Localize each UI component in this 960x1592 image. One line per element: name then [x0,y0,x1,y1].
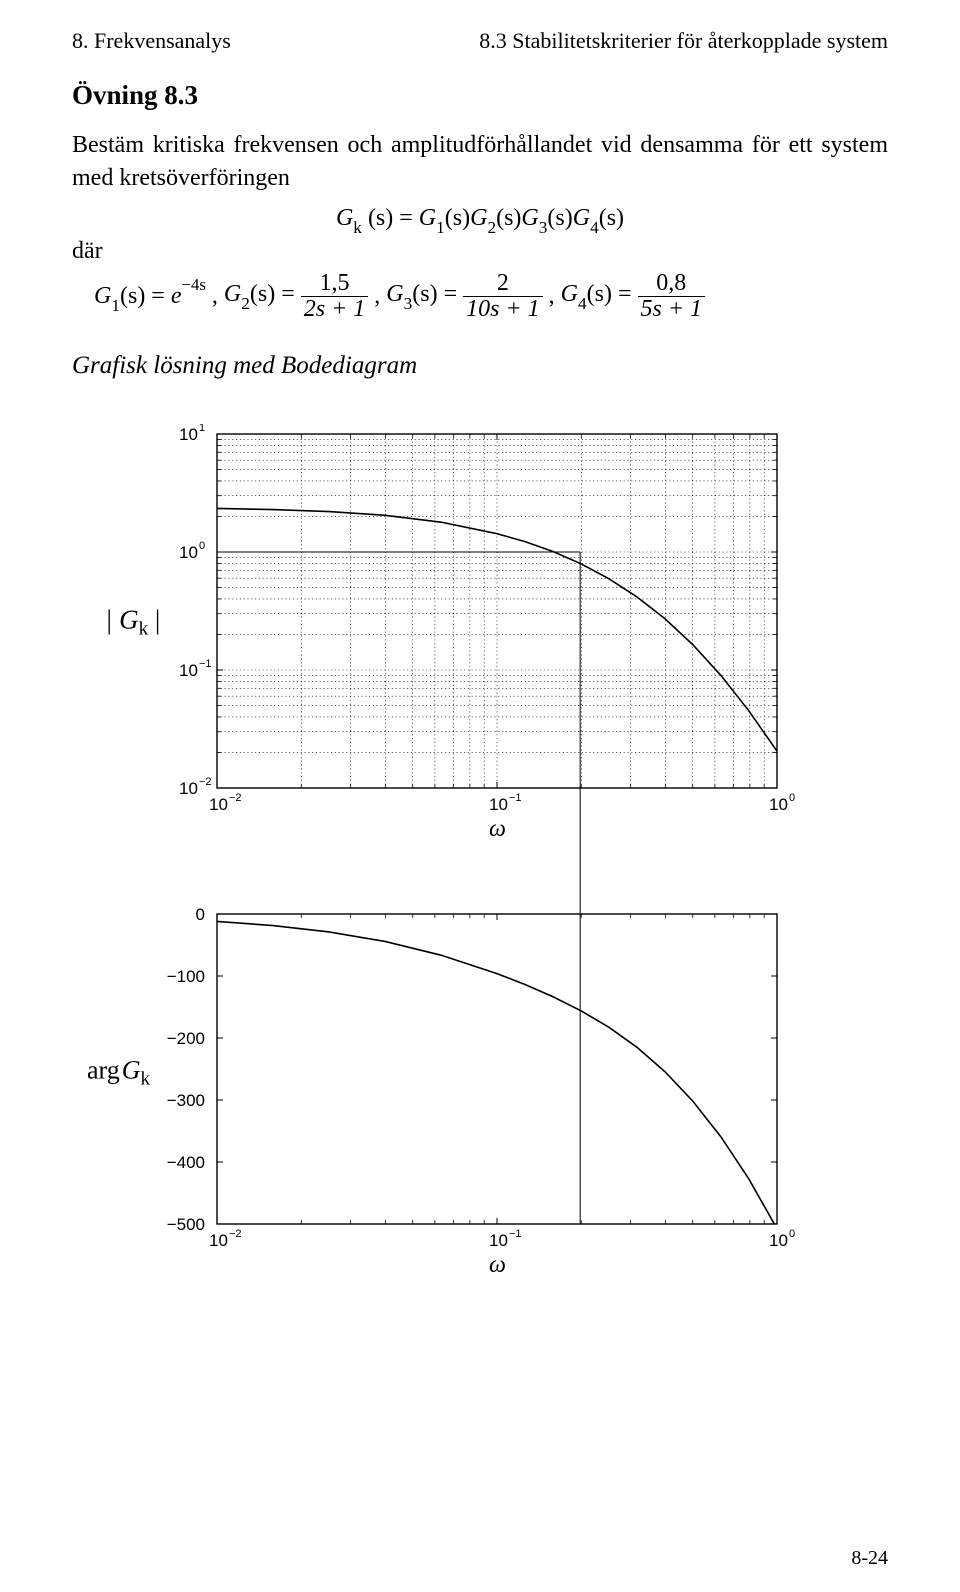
svg-text:10: 10 [769,1231,788,1250]
svg-text:0: 0 [199,540,205,552]
svg-text:10: 10 [179,425,198,444]
svg-text:10: 10 [179,779,198,798]
svg-text:10: 10 [209,1231,228,1250]
equation-gk: Gk (s) = G1(s)G2(s)G3(s)G4(s) [72,205,888,236]
svg-text:ω: ω [489,816,506,842]
section-title: Grafisk lösning med Bodediagram [72,352,888,380]
svg-text:10: 10 [489,1231,508,1250]
svg-text:| Gk |: | Gk | [105,605,160,640]
eq-sub-k: k [353,218,362,237]
svg-text:10: 10 [179,543,198,562]
header-left: 8. Frekvensanalys [72,28,231,54]
svg-text:−100: −100 [167,967,205,986]
svg-text:−1: −1 [509,792,522,804]
frac-g2: 1,5 2s + 1 [301,271,369,322]
where-label: där [72,238,888,265]
svg-text:0: 0 [196,905,205,924]
svg-text:10: 10 [209,795,228,814]
svg-text:10: 10 [769,795,788,814]
page-header: 8. Frekvensanalys 8.3 Stabilitetskriteri… [72,28,888,54]
bode-svg: 10−210−110010110−210−1100| Gk |ω0−100−20… [72,424,872,1294]
svg-text:−400: −400 [167,1153,205,1172]
svg-text:argGk: argGk [87,1056,151,1090]
svg-text:−1: −1 [199,658,212,670]
svg-text:−2: −2 [229,792,242,804]
eq-G: G [336,205,353,231]
body-paragraph: Bestäm kritiska frekvensen och amplitudf… [72,129,888,195]
svg-text:10: 10 [489,795,508,814]
exercise-title: Övning 8.3 [72,80,888,111]
equation-g1-g4: G1(s) = e−4s , G2(s) = 1,5 2s + 1 , G3(s… [72,271,888,322]
svg-text:−200: −200 [167,1029,205,1048]
svg-text:−500: −500 [167,1215,205,1234]
svg-text:1: 1 [199,424,205,434]
header-right: 8.3 Stabilitetskriterier för återkopplad… [479,28,888,54]
frac-g4: 0,8 5s + 1 [638,271,706,322]
svg-text:0: 0 [789,792,795,804]
svg-text:−2: −2 [229,1228,242,1240]
page-number: 8-24 [851,1547,888,1570]
bode-charts: 10−210−110010110−210−1100| Gk |ω0−100−20… [72,424,888,1294]
svg-text:−1: −1 [509,1228,522,1240]
svg-text:10: 10 [179,661,198,680]
frac-g3: 2 10s + 1 [463,271,543,322]
svg-text:0: 0 [789,1228,795,1240]
svg-text:−300: −300 [167,1091,205,1110]
svg-text:ω: ω [489,1252,506,1278]
eq-seq: (s) = [368,205,413,231]
svg-text:−2: −2 [199,776,212,788]
